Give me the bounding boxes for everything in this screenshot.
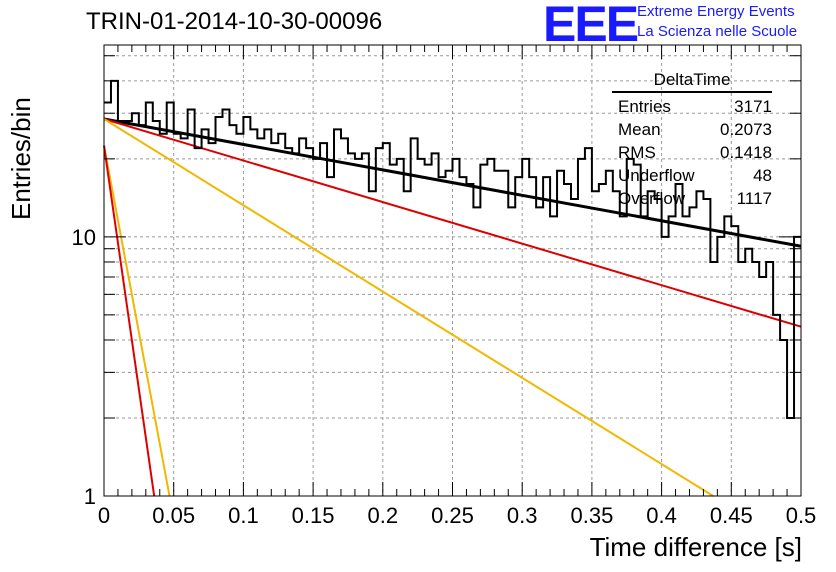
x-tick-label: 0.5 [786, 503, 817, 528]
fit-curves [103, 117, 802, 497]
stat-label: Entries [618, 97, 671, 116]
eee-logo: EEE [543, 0, 639, 52]
y-axis-label: Entries/bin [6, 97, 36, 220]
x-tick-label: 0.4 [646, 503, 677, 528]
logo-line-2: La Scienza nelle Scuole [637, 23, 798, 40]
stat-value: 1117 [736, 189, 772, 208]
stat-label: Underflow [618, 166, 695, 185]
stat-value: 3171 [734, 97, 772, 116]
x-tick-label: 0.15 [292, 503, 335, 528]
y-tick-label: 1 [84, 484, 96, 509]
stat-row-mean: Mean 0.2073 [612, 118, 772, 141]
fit-line [103, 118, 714, 497]
stat-label: Overflow [618, 189, 686, 208]
x-axis-label: Time difference [s] [589, 532, 802, 562]
fit-line [103, 118, 802, 328]
x-tick-label: 0.45 [710, 503, 753, 528]
stat-row-rms: RMS 0.1418 [612, 141, 772, 164]
logo-caption: Extreme Energy Events La Scienza nelle S… [637, 2, 797, 42]
x-tick-label: 0.3 [507, 503, 538, 528]
stat-row-entries: Entries 3171 [612, 95, 772, 118]
statistics-box: DeltaTime Entries 3171 Mean 0.2073 RMS 0.14… [612, 70, 772, 210]
stat-value: 0.2073 [720, 120, 772, 139]
stat-row-underflow: Underflow 48 [612, 164, 772, 187]
x-tick-label: 0 [98, 503, 110, 528]
tick-labels: 0 0.05 0.1 0.15 0.2 0.25 0.3 0.35 0.4 0.45 0.5 1 10 [72, 225, 817, 528]
axis-ticks [103, 45, 802, 497]
chart-title: TRIN-01-2014-10-30-00096 [86, 8, 383, 35]
stat-row-overflow: Overflow 1117 [612, 187, 772, 210]
fit-line [103, 117, 802, 248]
fit-line [103, 145, 156, 497]
stat-value: 48 [753, 166, 772, 185]
x-tick-label: 0.1 [228, 503, 259, 528]
y-tick-label: 10 [72, 225, 96, 250]
stat-label: RMS [618, 143, 656, 162]
fit-line [103, 145, 171, 497]
x-tick-label: 0.2 [368, 503, 399, 528]
stat-label: Mean [618, 120, 661, 139]
stat-value: 0.1418 [720, 143, 772, 162]
statistics-title: DeltaTime [612, 70, 772, 93]
x-tick-label: 0.25 [431, 503, 474, 528]
histogram-series [104, 79, 801, 419]
x-tick-label: 0.35 [570, 503, 613, 528]
logo-line-1: Extreme Energy Events [637, 3, 795, 20]
x-tick-label: 0.05 [152, 503, 195, 528]
